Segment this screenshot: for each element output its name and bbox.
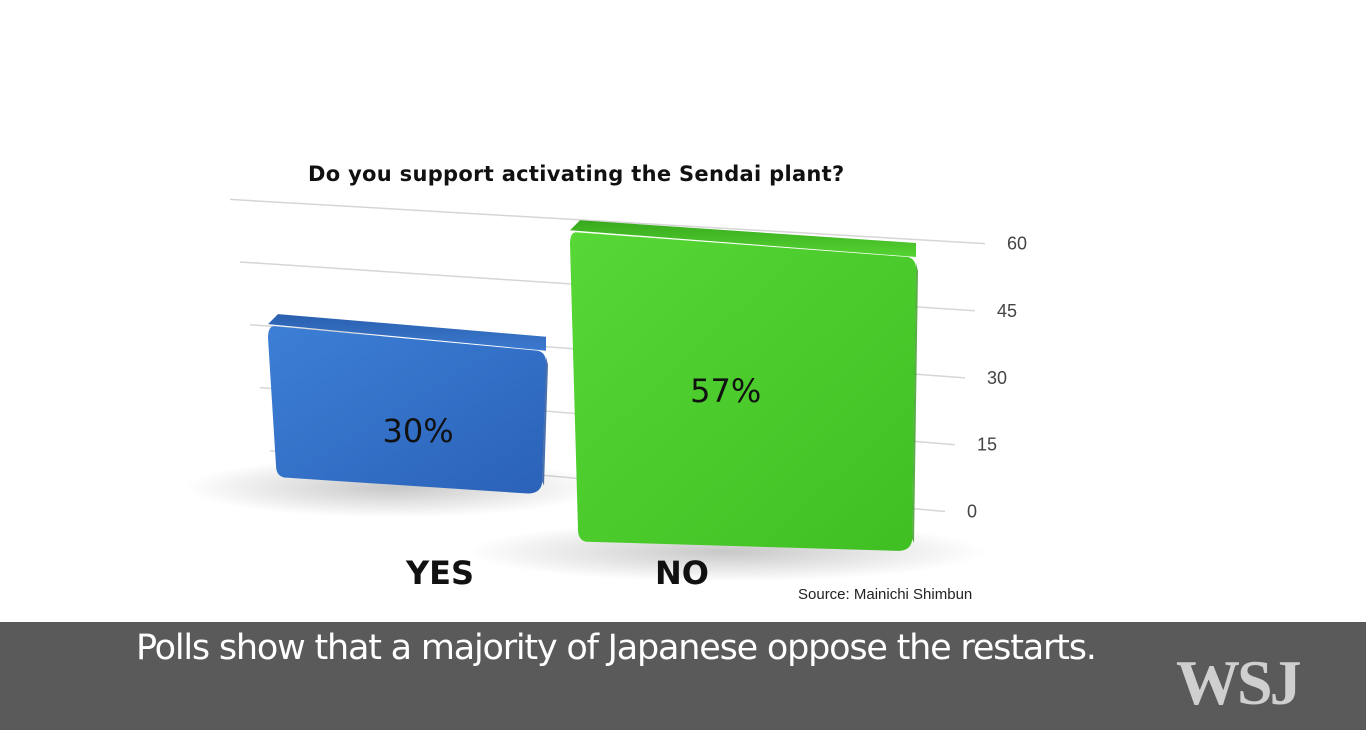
bar-top-yes (268, 314, 546, 351)
caption-text: Polls show that a majority of Japanese o… (136, 628, 1097, 668)
y-tick-label-0: 0 (967, 501, 977, 521)
chart-area: 0 15 30 45 60 30% YES 57% NO Do you support acti… (184, 162, 1027, 603)
value-label-yes: 30% (383, 412, 454, 450)
category-label-no: NO (655, 554, 709, 592)
caption-bar: Polls show that a majority of Japanese o… (0, 622, 1366, 730)
bar-side-yes (542, 356, 548, 486)
gridline-60 (229, 198, 986, 245)
bar-yes (268, 326, 546, 494)
y-tick-label-15: 15 (977, 435, 997, 455)
chart-title: Do you support activating the Sendai pla… (308, 162, 845, 186)
y-tick-label-30: 30 (987, 368, 1007, 388)
y-tick-label-45: 45 (997, 301, 1017, 321)
category-label-yes: YES (405, 554, 474, 592)
y-tick-label-60: 60 (1007, 234, 1027, 254)
bar-top-no (570, 220, 916, 258)
value-label-no: 57% (690, 372, 761, 410)
wsj-logo: WSJ (1176, 647, 1302, 718)
source-note: Source: Mainichi Shimbun (798, 586, 973, 603)
bar-chart: 0 15 30 45 60 30% YES 57% NO (184, 198, 1027, 592)
bar-no (570, 232, 916, 551)
bar-side-no (912, 263, 918, 543)
